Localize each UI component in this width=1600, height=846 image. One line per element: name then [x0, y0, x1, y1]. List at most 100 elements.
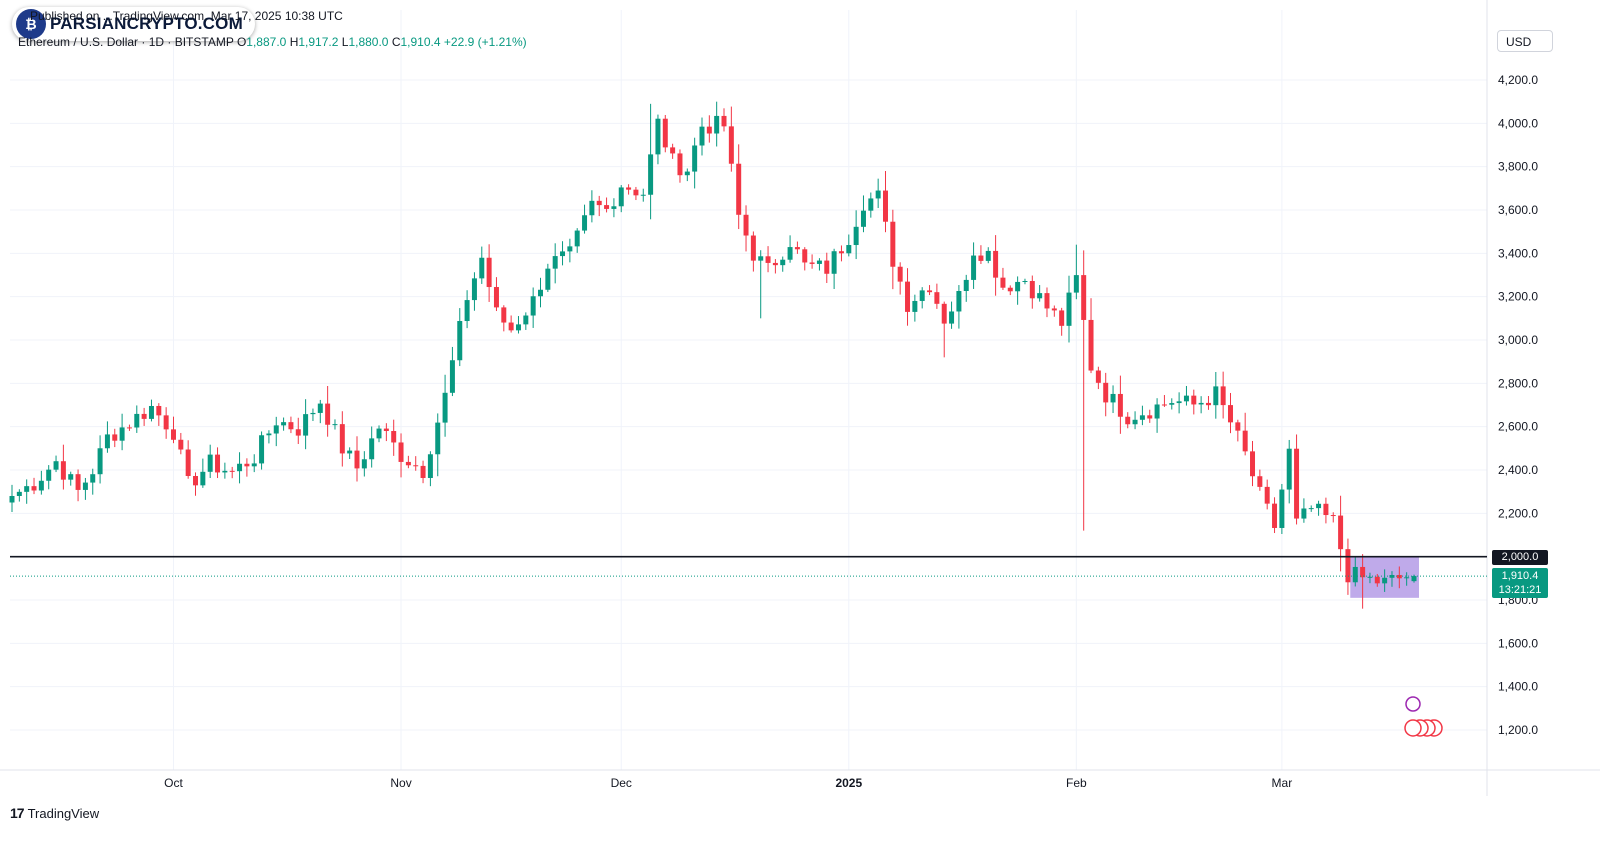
candle-body [303, 414, 309, 436]
candle-body [1382, 577, 1388, 584]
candle-body [237, 463, 243, 472]
candle-body [479, 257, 485, 279]
candle-body [523, 315, 529, 325]
candle-body [567, 246, 573, 252]
currency-button[interactable]: USD [1497, 30, 1553, 52]
candle-body [185, 449, 191, 477]
candle-body [75, 474, 81, 490]
candle-body [1015, 281, 1021, 292]
candle-body [692, 145, 698, 172]
candle-body [1095, 370, 1101, 383]
open-value: 1,887.0 [246, 35, 287, 49]
candle-body [1169, 403, 1175, 405]
candle-body [545, 268, 551, 290]
candle-body [560, 251, 566, 257]
candle-body [1264, 486, 1270, 504]
ohlc-legend: Ethereum / U.S. Dollar · 1D · BITSTAMP O… [18, 35, 527, 49]
candle-body [1396, 574, 1402, 579]
candle-body [890, 221, 896, 267]
candle-body [1308, 508, 1314, 510]
candle-body [207, 454, 213, 472]
candle-body [1330, 515, 1336, 517]
candle-body [383, 428, 389, 432]
candle-body [1205, 402, 1211, 406]
candle-body [875, 190, 881, 199]
candle-body [68, 474, 74, 480]
candle-body [1301, 508, 1307, 519]
x-tick-label: Nov [390, 776, 411, 790]
candle-body [398, 442, 404, 462]
candle-body [1161, 404, 1167, 406]
y-tick-label: 1,200.0 [1498, 723, 1538, 737]
candle-body [427, 454, 433, 478]
candle-body [391, 431, 397, 443]
candle-body [222, 470, 228, 473]
candle-body [1073, 275, 1079, 293]
y-tick-label: 3,400.0 [1498, 246, 1538, 260]
open-label: O [236, 35, 247, 49]
candle-body [82, 482, 88, 490]
candle-body [361, 459, 367, 469]
candle-body [1117, 393, 1123, 417]
candle-body [281, 422, 287, 426]
candle-body [501, 307, 507, 323]
high-label: H [289, 35, 299, 49]
candle-body [1103, 382, 1109, 403]
candle-body [1183, 395, 1189, 402]
tradingview-brand[interactable]: 17 TradingView [10, 805, 99, 821]
watermark-logo: ₿ PARSIANCRYPTO.COM [12, 7, 255, 41]
candle-body [288, 422, 294, 430]
y-tick-label: 3,600.0 [1498, 203, 1538, 217]
y-tick-label: 3,800.0 [1498, 160, 1538, 174]
y-tick-label: 1,400.0 [1498, 680, 1538, 694]
candle-body [655, 118, 661, 155]
candle-body [846, 245, 852, 254]
candle-body [1022, 280, 1028, 282]
candle-body [295, 429, 301, 436]
candle-body [405, 461, 411, 466]
candle-body [266, 433, 272, 436]
candle-body [714, 115, 720, 134]
y-tick-label: 4,200.0 [1498, 73, 1538, 87]
candle-body [941, 303, 947, 324]
candle-body [339, 424, 345, 454]
candle-body [493, 287, 499, 308]
candle-body [1360, 566, 1366, 578]
candle-body [838, 251, 844, 254]
publish-info: Published on ...TradingView.com, Mar 17,… [30, 9, 343, 23]
symbol-name[interactable]: Ethereum / U.S. Dollar · 1D · BITSTAMP [18, 35, 234, 49]
candle-body [758, 256, 764, 261]
candle-body [809, 262, 815, 264]
candle-body [670, 147, 676, 154]
candle-body [993, 250, 999, 278]
candle-body [24, 486, 30, 492]
y-tick-label: 4,000.0 [1498, 116, 1538, 130]
candle-body [1213, 386, 1219, 406]
candle-body [369, 438, 375, 460]
candle-body [582, 215, 588, 231]
candle-body [1037, 293, 1043, 299]
candle-body [170, 429, 176, 440]
candle-body [934, 292, 940, 304]
y-tick-label: 2,200.0 [1498, 506, 1538, 520]
change-value: +22.9 (+1.21%) [443, 35, 527, 49]
candle-body [1029, 280, 1035, 299]
candle-body [515, 324, 521, 331]
candle-body [552, 256, 558, 269]
candle-body [457, 321, 463, 361]
candle-body [978, 255, 984, 261]
candle-body [317, 403, 323, 413]
candle-body [1272, 503, 1278, 528]
candle-body [1081, 275, 1087, 320]
candle-body [677, 153, 683, 176]
candle-body [963, 279, 969, 292]
candle-body [156, 405, 162, 416]
candle-body [90, 474, 96, 483]
candle-body [1227, 405, 1233, 423]
candle-body [684, 171, 690, 176]
candle-body [471, 278, 477, 301]
candle-body [971, 255, 977, 280]
candle-body [1176, 401, 1182, 404]
x-tick-label: Feb [1066, 776, 1087, 790]
